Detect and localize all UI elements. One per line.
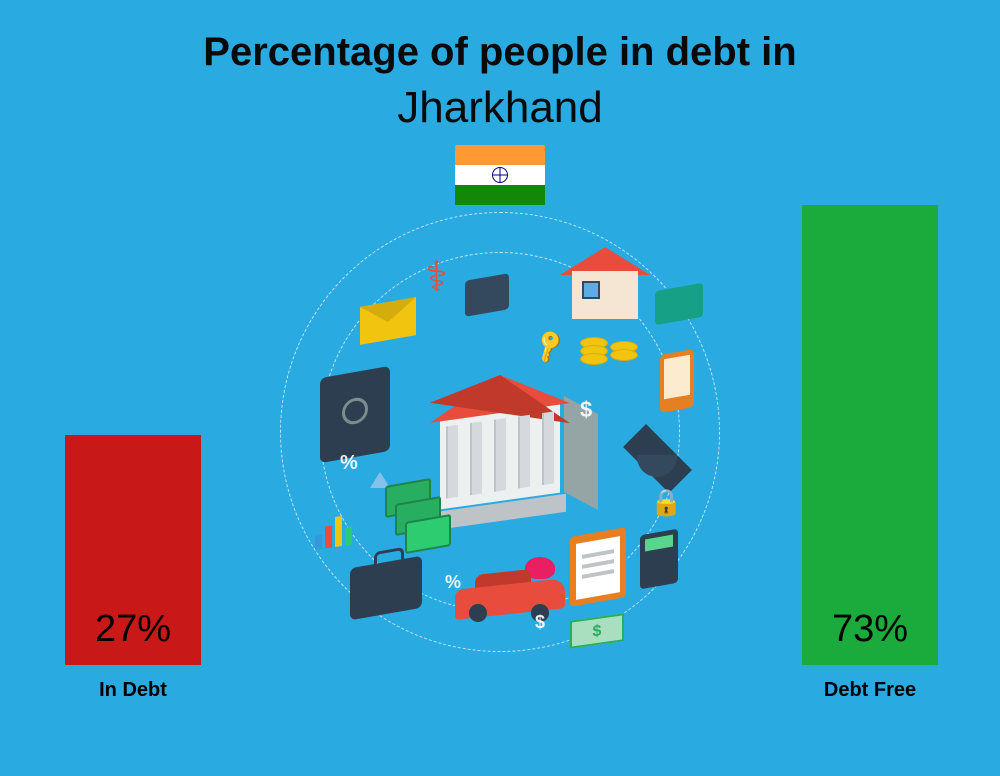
bar-debt-free-rect: 73% — [802, 205, 938, 665]
coins-icon — [580, 337, 640, 392]
clipboard-icon — [570, 527, 626, 607]
padlock-icon: 🔒 — [650, 487, 682, 518]
dollar-sign-icon: $ — [535, 612, 545, 633]
bar-in-debt-label: In Debt — [65, 679, 201, 702]
title-line1: Percentage of people in debt in — [0, 0, 1000, 75]
percent-sign-icon: % — [445, 572, 461, 593]
bank-building-icon — [430, 387, 570, 517]
smartphone-icon — [660, 349, 694, 413]
banknote-icon — [570, 613, 624, 649]
safe-icon — [320, 366, 390, 463]
india-flag-icon — [455, 145, 545, 205]
bar-in-debt-rect: 27% — [65, 435, 201, 665]
calculator-icon — [640, 529, 678, 590]
graduation-cap-icon — [625, 442, 690, 477]
bar-in-debt-value: 27% — [95, 608, 171, 651]
bar-chart-icon — [315, 509, 355, 550]
house-icon — [560, 247, 650, 327]
dollar-sign-icon: $ — [580, 397, 592, 423]
wallet-icon — [655, 283, 703, 325]
bar-debt-free-value: 73% — [832, 608, 908, 651]
caduceus-icon: ⚕ — [425, 252, 448, 301]
cash-stack-icon — [385, 482, 445, 542]
bar-debt-free-label: Debt Free — [802, 679, 938, 702]
title-line2: Jharkhand — [0, 83, 1000, 133]
car-icon — [455, 572, 565, 622]
finance-illustration: ⚕ 🔑 🔒 — [280, 212, 720, 652]
percent-sign-icon: % — [340, 452, 358, 475]
bar-debt-free: 73% Debt Free — [802, 205, 938, 702]
bar-in-debt: 27% In Debt — [65, 435, 201, 702]
